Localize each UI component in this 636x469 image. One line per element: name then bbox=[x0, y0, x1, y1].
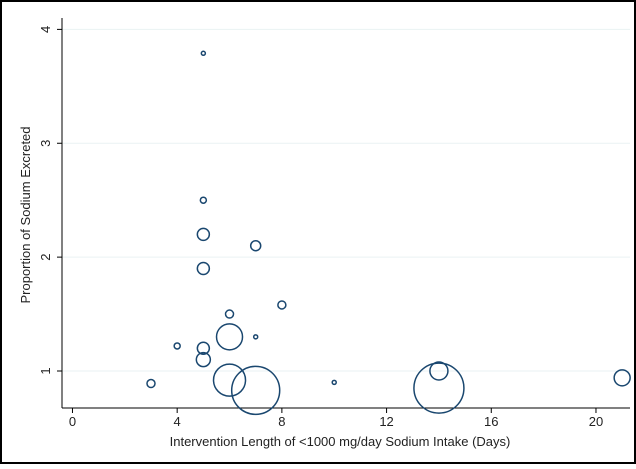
bubble bbox=[277, 300, 287, 310]
bubble bbox=[224, 309, 235, 319]
bubble bbox=[230, 365, 281, 416]
bubble bbox=[196, 261, 211, 276]
y-axis-label: Proportion of Sodium Excreted bbox=[18, 126, 33, 303]
x-tick-label: 16 bbox=[484, 414, 498, 429]
x-axis-label: Intervention Length of <1000 mg/day Sodi… bbox=[170, 434, 511, 449]
bubble bbox=[196, 227, 211, 242]
bubble bbox=[252, 334, 259, 340]
y-tick-label: 1 bbox=[38, 367, 53, 374]
y-tick-label: 4 bbox=[38, 26, 53, 33]
bubble bbox=[215, 323, 244, 351]
y-tick-label: 3 bbox=[38, 140, 53, 147]
y-tick-label: 2 bbox=[38, 254, 53, 261]
bubble bbox=[196, 341, 211, 355]
bubble bbox=[199, 196, 208, 204]
x-tick-label: 20 bbox=[589, 414, 603, 429]
x-tick-label: 12 bbox=[379, 414, 393, 429]
bubble bbox=[331, 379, 337, 386]
bubble bbox=[413, 362, 465, 414]
bubble bbox=[249, 239, 262, 252]
bubble bbox=[173, 342, 181, 350]
x-tick-label: 4 bbox=[174, 414, 181, 429]
bubble bbox=[613, 369, 631, 387]
x-tick-label: 8 bbox=[278, 414, 285, 429]
bubble bbox=[212, 363, 247, 397]
x-tick-label: 0 bbox=[69, 414, 76, 429]
bubble bbox=[195, 351, 212, 368]
bubble bbox=[429, 361, 449, 381]
bubble bbox=[146, 378, 156, 389]
bubble bbox=[200, 50, 207, 57]
